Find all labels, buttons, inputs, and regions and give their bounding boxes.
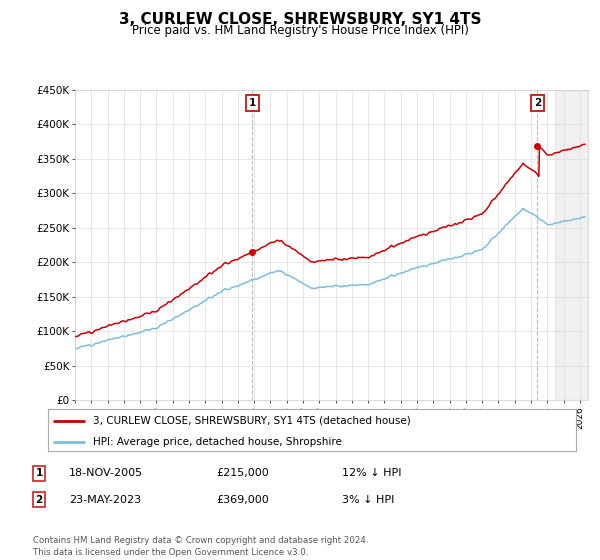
Bar (556, 90, 588, 400)
Text: 18-NOV-2005: 18-NOV-2005 (69, 468, 143, 478)
Text: 2: 2 (35, 494, 43, 505)
Text: 12% ↓ HPI: 12% ↓ HPI (342, 468, 401, 478)
Text: 1: 1 (248, 99, 256, 109)
Text: £215,000: £215,000 (216, 468, 269, 478)
Text: 1: 1 (35, 468, 43, 478)
Text: 2: 2 (534, 99, 541, 109)
Text: HPI: Average price, detached house, Shropshire: HPI: Average price, detached house, Shro… (93, 437, 342, 446)
Text: Price paid vs. HM Land Registry's House Price Index (HPI): Price paid vs. HM Land Registry's House … (131, 24, 469, 37)
Text: 23-MAY-2023: 23-MAY-2023 (69, 494, 141, 505)
Text: 3% ↓ HPI: 3% ↓ HPI (342, 494, 394, 505)
Text: Contains HM Land Registry data © Crown copyright and database right 2024.
This d: Contains HM Land Registry data © Crown c… (33, 536, 368, 557)
Text: 3, CURLEW CLOSE, SHREWSBURY, SY1 4TS (detached house): 3, CURLEW CLOSE, SHREWSBURY, SY1 4TS (de… (93, 416, 410, 426)
Text: £369,000: £369,000 (216, 494, 269, 505)
Text: 3, CURLEW CLOSE, SHREWSBURY, SY1 4TS: 3, CURLEW CLOSE, SHREWSBURY, SY1 4TS (119, 12, 481, 27)
